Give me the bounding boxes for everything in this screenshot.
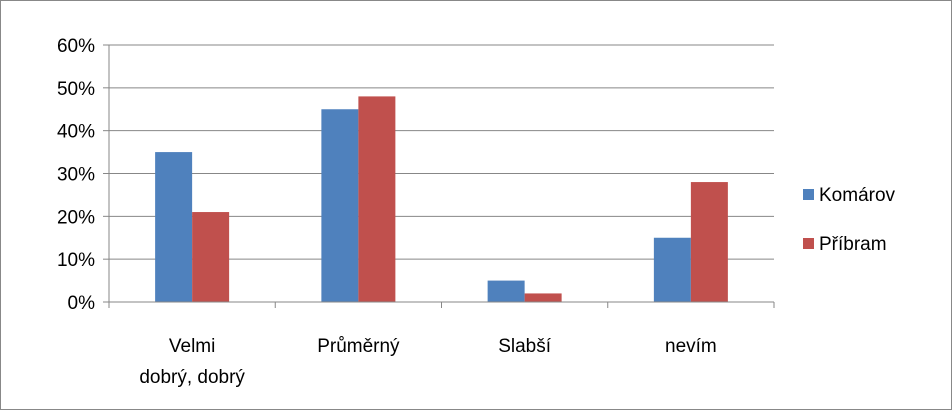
bar-příbram [192,212,230,302]
y-tick-label: 0% [68,293,96,314]
legend-label: Komárov [819,185,896,206]
legend-label: Příbram [819,234,887,255]
legend-swatch-komárov [803,189,814,200]
y-tick-label: 50% [57,79,95,100]
bar-příbram [524,293,562,302]
y-tick-label: 10% [57,250,95,271]
legend-swatch-příbram [803,238,814,249]
bar-komárov [653,237,691,302]
x-category-label: Slabší [498,336,552,357]
x-category-label: nevím [665,336,717,357]
y-tick-label: 30% [57,165,95,186]
bars-layer [155,96,728,303]
x-category-label: Velmi [169,336,215,357]
bar-komárov [321,109,359,302]
labels-layer: 0% 10% 20% 30% 40% 50% 60% Velmi dobrý, dobrý Prů… [57,36,717,388]
bar-komárov [487,280,525,302]
bar-příbram [690,182,728,302]
bar-příbram [358,96,396,303]
x-category-label: Průměrný [317,336,400,357]
x-category-label: dobrý, dobrý [139,367,245,388]
bar-komárov [155,152,193,302]
y-tick-label: 20% [57,207,95,228]
y-tick-label: 40% [57,122,95,143]
y-tick-label: 60% [57,36,95,57]
axis-layer [103,44,775,308]
legend: Komárov Příbram [803,185,896,255]
